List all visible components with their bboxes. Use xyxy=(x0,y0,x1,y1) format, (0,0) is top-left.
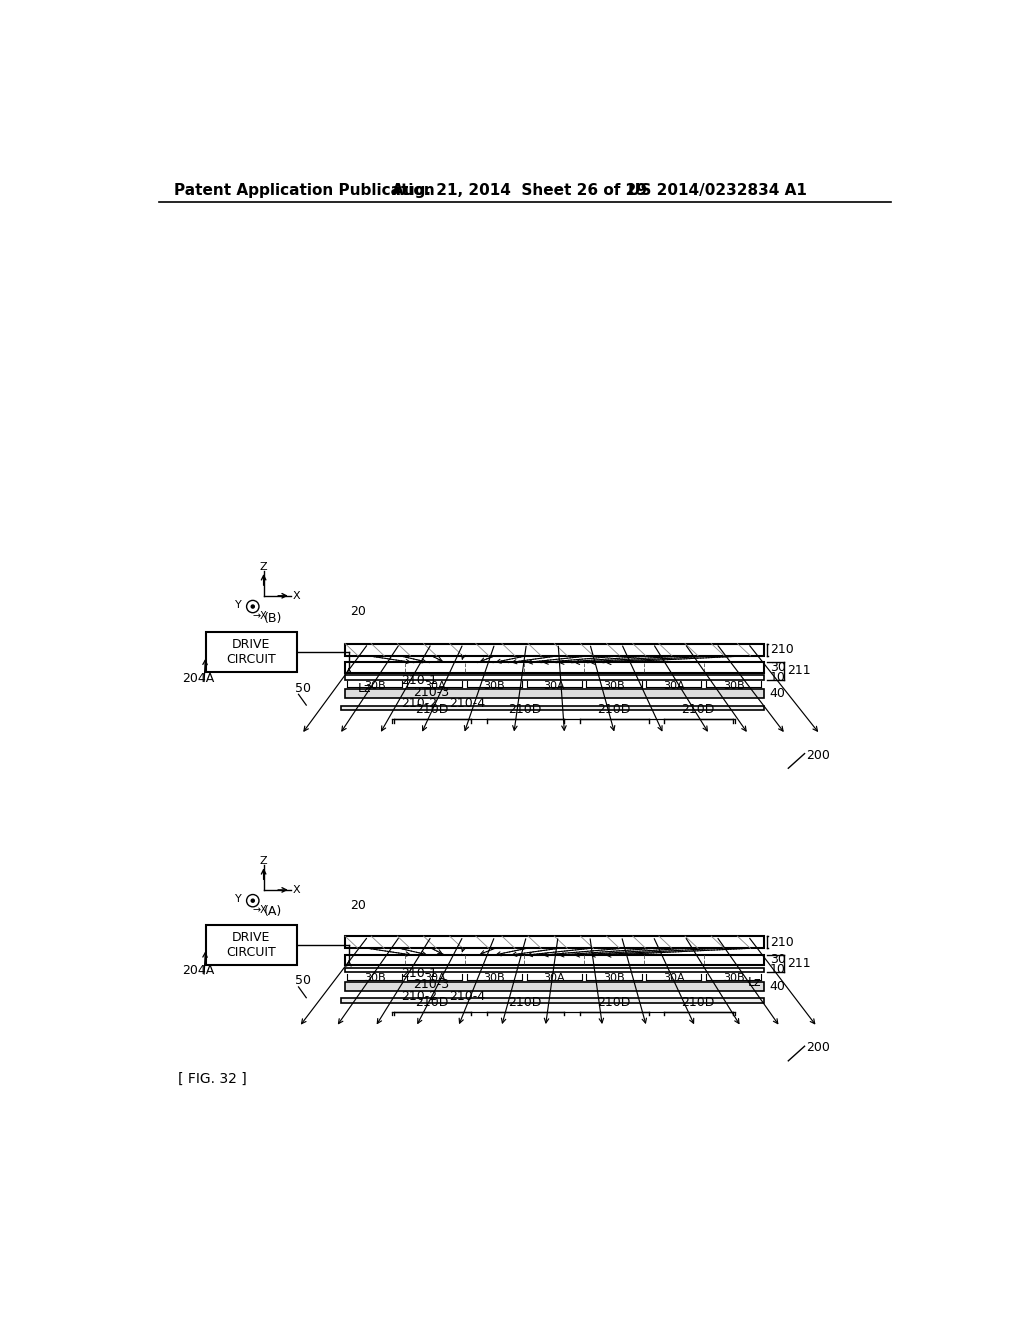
Text: X: X xyxy=(293,884,300,895)
Text: 30A: 30A xyxy=(663,681,685,690)
Text: 210D: 210D xyxy=(416,995,449,1008)
Text: 20: 20 xyxy=(349,605,366,618)
Text: 30B: 30B xyxy=(723,973,744,983)
Bar xyxy=(345,954,764,965)
Bar xyxy=(345,644,764,656)
Text: 210-4: 210-4 xyxy=(450,697,485,710)
Text: 210D: 210D xyxy=(509,704,542,717)
Text: 10: 10 xyxy=(770,671,785,684)
Text: 50: 50 xyxy=(295,974,310,987)
Text: Lz: Lz xyxy=(748,975,762,989)
Text: DRIVE
CIRCUIT: DRIVE CIRCUIT xyxy=(226,931,276,958)
Text: →X: →X xyxy=(253,611,267,620)
Text: 30A: 30A xyxy=(424,681,445,690)
Bar xyxy=(341,706,764,710)
Text: 30: 30 xyxy=(770,661,785,675)
Text: Aug. 21, 2014  Sheet 26 of 29: Aug. 21, 2014 Sheet 26 of 29 xyxy=(391,183,646,198)
Text: 30A: 30A xyxy=(424,973,445,983)
Text: 30B: 30B xyxy=(365,973,386,983)
Bar xyxy=(345,689,764,698)
Text: 210-1: 210-1 xyxy=(400,675,437,686)
Text: 211: 211 xyxy=(786,664,810,677)
Text: 30B: 30B xyxy=(483,973,505,983)
Text: 210D: 210D xyxy=(681,704,715,717)
Bar xyxy=(345,982,764,991)
Text: 210: 210 xyxy=(770,936,794,949)
Text: 30B: 30B xyxy=(483,681,505,690)
Text: Z: Z xyxy=(260,855,267,866)
Text: Y: Y xyxy=(236,894,243,904)
Text: 210D: 210D xyxy=(509,995,542,1008)
Text: 200: 200 xyxy=(806,1041,830,1055)
Text: 210-1: 210-1 xyxy=(400,966,437,979)
Circle shape xyxy=(251,605,254,609)
Text: DRIVE
CIRCUIT: DRIVE CIRCUIT xyxy=(226,638,276,667)
Bar xyxy=(341,998,764,1003)
Text: 210-3: 210-3 xyxy=(414,685,450,698)
Text: Y: Y xyxy=(236,601,243,610)
Text: 204A: 204A xyxy=(182,672,214,685)
Text: 210: 210 xyxy=(770,643,794,656)
Text: 20: 20 xyxy=(349,899,366,912)
Text: [ FIG. 32 ]: [ FIG. 32 ] xyxy=(178,1072,247,1085)
Text: 30A: 30A xyxy=(663,973,685,983)
Text: 210-2: 210-2 xyxy=(400,697,437,710)
Bar xyxy=(206,924,297,965)
Text: 40: 40 xyxy=(770,686,785,700)
Text: 204A: 204A xyxy=(182,964,214,977)
Text: 210-2: 210-2 xyxy=(400,990,437,1003)
Text: 30B: 30B xyxy=(603,973,625,983)
Text: 200: 200 xyxy=(806,748,830,762)
Text: 210D: 210D xyxy=(681,995,715,1008)
Text: 30A: 30A xyxy=(544,681,565,690)
Text: 30A: 30A xyxy=(544,973,565,983)
Text: 30B: 30B xyxy=(723,681,744,690)
Bar xyxy=(345,663,764,673)
Text: 210-4: 210-4 xyxy=(450,990,485,1003)
Text: 210D: 210D xyxy=(416,704,449,717)
Text: →X: →X xyxy=(253,906,267,915)
Text: 30B: 30B xyxy=(365,681,386,690)
Text: (A): (A) xyxy=(263,906,282,917)
Text: X: X xyxy=(293,591,300,601)
Bar xyxy=(206,632,297,672)
Text: US 2014/0232834 A1: US 2014/0232834 A1 xyxy=(628,183,807,198)
Text: 50: 50 xyxy=(295,681,310,694)
Text: Z: Z xyxy=(260,561,267,572)
Text: Patent Application Publication: Patent Application Publication xyxy=(174,183,435,198)
Text: 211: 211 xyxy=(786,957,810,970)
Text: 210-3: 210-3 xyxy=(414,978,450,991)
Bar xyxy=(345,968,764,973)
Text: 40: 40 xyxy=(770,979,785,993)
Text: 30B: 30B xyxy=(603,681,625,690)
Text: 10: 10 xyxy=(770,964,785,977)
Bar xyxy=(345,675,764,680)
Text: 210D: 210D xyxy=(598,995,631,1008)
Circle shape xyxy=(251,899,254,903)
Bar xyxy=(345,936,764,949)
Text: Lz: Lz xyxy=(357,681,371,694)
Text: 30: 30 xyxy=(770,953,785,966)
Text: (B): (B) xyxy=(263,612,282,626)
Text: 210D: 210D xyxy=(598,704,631,717)
